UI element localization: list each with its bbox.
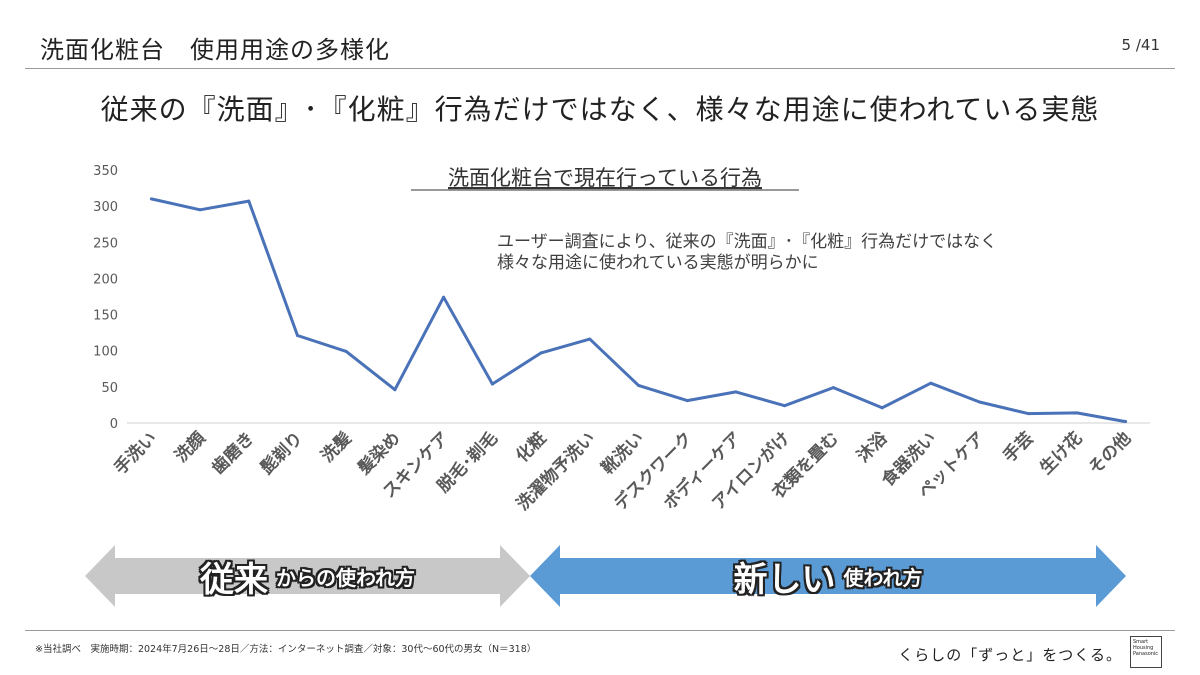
data-point [149,197,153,201]
data-point [588,337,592,341]
x-tick-label: 髭剃り [256,428,307,479]
chart-title: 洗面化粧台で現在行っている行為 [448,166,762,190]
data-point [1075,411,1079,415]
data-point [296,334,299,338]
annotation-line-1: ユーザー調査により、従来の『洗面』･『化粧』行為だけではなく [497,232,997,252]
page-number: 5 /41 [1121,36,1160,54]
x-tick-label: その他 [1084,428,1135,479]
data-point [393,388,397,392]
x-tick-label: 生け花 [1036,428,1087,479]
data-point [637,383,640,387]
brand-tagline: くらしの「ずっと」をつくる。 [898,646,1122,664]
data-point [783,404,787,408]
new-label-small: 使われ方 [843,565,923,590]
y-tick-label: 150 [93,309,118,324]
x-tick-label: 化粧 [512,428,551,467]
data-point [539,351,543,355]
traditional-usage-arrow: 従来 からの使われ方 [85,545,530,607]
right-arrow-shape [530,545,1126,607]
brand-logo: Smart Housing Panasonic [1130,636,1162,668]
y-tick-label: 200 [93,272,118,287]
data-point [685,399,689,403]
y-tick-label: 300 [93,200,118,215]
y-tick-label: 250 [93,236,118,251]
x-tick-label: 手芸 [999,428,1038,467]
y-tick-label: 100 [93,345,118,360]
x-tick-label: 沐浴 [853,427,893,467]
x-tick-label: 手洗い [110,428,161,479]
data-point [442,295,446,299]
slide-title: 洗面化粧台 使用用途の多様化 [40,36,390,64]
data-point [734,390,738,394]
headline: 従来の『洗面』･『化粧』行為だけではなく、様々な用途に使われている実態 [100,93,1100,126]
usage-line-chart: 洗面化粧台で現在行っている行為 ユーザー調査により、従来の『洗面』･『化粧』行為… [93,164,1150,515]
data-point [344,349,348,353]
data-point [1026,412,1030,416]
traditional-label-big: 従来 [200,559,268,600]
footer-divider [25,630,1175,631]
header-divider [25,68,1175,69]
x-tick-label: 歯磨き [207,428,258,479]
y-tick-label: 350 [93,164,118,179]
data-point [978,400,981,404]
data-point [880,406,884,410]
data-point [247,199,251,203]
data-point [1124,420,1128,424]
new-usage-arrow: 新しい 使われ方 [530,545,1126,607]
x-tick-label: 洗髪 [317,428,356,467]
y-tick-label: 0 [110,417,118,432]
left-arrow-shape [85,545,530,607]
data-point [831,386,835,390]
annotation-line-2: 様々な用途に使われている実態が明らかに [497,252,819,273]
data-point [198,208,202,212]
data-point [490,382,494,386]
traditional-label-small: からの使われ方 [276,565,415,590]
new-label-big: 新しい [733,559,836,600]
y-tick-label: 50 [101,381,118,396]
x-tick-label: 洗顔 [171,427,211,467]
data-point [929,381,933,385]
survey-footnote: ※当社調べ 実施時期：2024年7月26日～28日／方法：インターネット調査／対… [35,644,537,655]
